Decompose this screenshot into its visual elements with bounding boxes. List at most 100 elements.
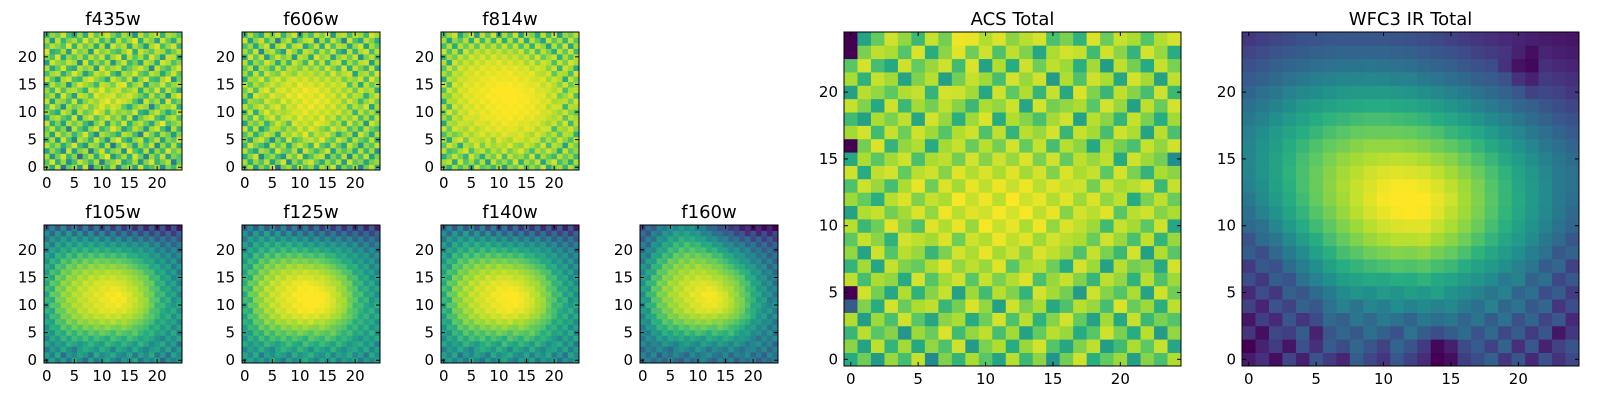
heatmap-cell — [335, 280, 342, 287]
heatmap-cell — [761, 302, 768, 309]
heatmap-cell — [363, 285, 370, 292]
heatmap-cell — [341, 142, 348, 149]
heatmap-cell — [324, 59, 331, 66]
heatmap-cell — [275, 285, 281, 292]
heatmap-cell — [534, 54, 541, 60]
heatmap-cell — [507, 258, 514, 264]
heatmap-cell — [518, 43, 525, 49]
heatmap-cell — [264, 335, 270, 342]
heatmap-cell — [761, 313, 768, 320]
heatmap-cell — [645, 335, 652, 342]
heatmap-cell — [518, 318, 525, 325]
heatmap-cell — [1127, 272, 1141, 287]
heatmap-cell — [501, 225, 508, 231]
heatmap-cell — [501, 230, 508, 237]
heatmap-cell — [556, 32, 563, 38]
heatmap-cell — [551, 285, 558, 292]
heatmap-cell — [280, 43, 287, 49]
heatmap-cell — [286, 98, 293, 105]
heatmap-cell — [562, 335, 569, 342]
heatmap-cell — [689, 236, 696, 242]
heatmap-cell — [474, 274, 480, 281]
heatmap-cell — [143, 136, 150, 143]
heatmap-cell — [1113, 299, 1128, 313]
heatmap-cell — [324, 285, 331, 292]
heatmap-cell — [324, 313, 331, 320]
heatmap-cell — [551, 158, 558, 165]
heatmap-cell — [253, 313, 259, 320]
heatmap-cell — [363, 59, 370, 66]
heatmap-cell — [501, 274, 508, 281]
heatmap-cell — [49, 252, 56, 259]
heatmap-cell — [115, 280, 122, 287]
heatmap-cell — [474, 285, 480, 292]
heatmap-cell — [115, 230, 122, 237]
heatmap-cell — [60, 357, 67, 364]
heatmap-cell — [253, 76, 259, 83]
heatmap-cell — [324, 76, 331, 83]
heatmap-cell — [474, 280, 480, 287]
heatmap-cell — [374, 313, 381, 320]
heatmap-cell — [755, 324, 762, 331]
heatmap-cell — [121, 65, 128, 71]
heatmap-cell — [501, 120, 508, 127]
heatmap-cell — [352, 340, 359, 347]
heatmap-cell — [176, 335, 183, 342]
heatmap-cell — [357, 225, 364, 231]
heatmap-cell — [529, 147, 536, 154]
heatmap-cell — [291, 92, 298, 99]
heatmap-cell — [728, 280, 735, 287]
x-tick-label: 20 — [545, 367, 564, 385]
heatmap-cell — [368, 351, 375, 358]
heatmap-cell — [121, 241, 128, 248]
heatmap-cell — [733, 340, 740, 347]
heatmap-cell — [341, 125, 348, 132]
heatmap-cell — [640, 340, 646, 347]
heatmap-cell — [474, 329, 480, 336]
heatmap-cell — [651, 346, 657, 353]
heatmap-cell — [291, 87, 298, 94]
heatmap-cell — [717, 307, 724, 314]
heatmap-cell — [1127, 165, 1141, 180]
heatmap-cell — [275, 164, 281, 171]
heatmap-cell — [523, 153, 530, 160]
heatmap-cell — [684, 302, 691, 309]
heatmap-cell — [490, 263, 497, 270]
heatmap-cell — [523, 258, 530, 264]
heatmap-cell — [253, 65, 259, 71]
heatmap-cell — [695, 247, 702, 253]
heatmap-cell — [761, 236, 768, 242]
heatmap-cell — [82, 252, 89, 259]
heatmap-cell — [374, 43, 381, 49]
heatmap-cell — [330, 65, 337, 71]
heatmap-cell — [253, 131, 259, 138]
x-tick-label: 20 — [545, 174, 564, 192]
heatmap-cell — [884, 205, 899, 220]
heatmap-cell — [545, 65, 552, 71]
heatmap-cell — [870, 312, 885, 327]
heatmap-cell — [104, 158, 111, 165]
heatmap-cell — [55, 329, 61, 336]
heatmap-cell — [55, 131, 61, 138]
heatmap-cell — [733, 258, 740, 264]
heatmap-cell — [170, 318, 177, 325]
heatmap-cell — [452, 329, 458, 336]
heatmap-cell — [110, 269, 117, 276]
heatmap-cell — [170, 65, 177, 71]
heatmap-cell — [55, 103, 61, 110]
heatmap-cell — [374, 285, 381, 292]
heatmap-cell — [965, 299, 980, 313]
heatmap-cell — [291, 142, 298, 149]
heatmap-cell — [330, 318, 337, 325]
heatmap-cell — [253, 274, 259, 281]
heatmap-cell — [457, 318, 464, 325]
heatmap-cell — [253, 98, 259, 105]
heatmap-cell — [275, 92, 281, 99]
heatmap-cell — [490, 269, 497, 276]
heatmap-cell — [684, 236, 691, 242]
heatmap-cell — [700, 302, 707, 309]
heatmap-cell — [452, 120, 458, 127]
heatmap-cell — [264, 92, 270, 99]
heatmap-cell — [302, 43, 309, 49]
heatmap-cell — [335, 43, 342, 49]
